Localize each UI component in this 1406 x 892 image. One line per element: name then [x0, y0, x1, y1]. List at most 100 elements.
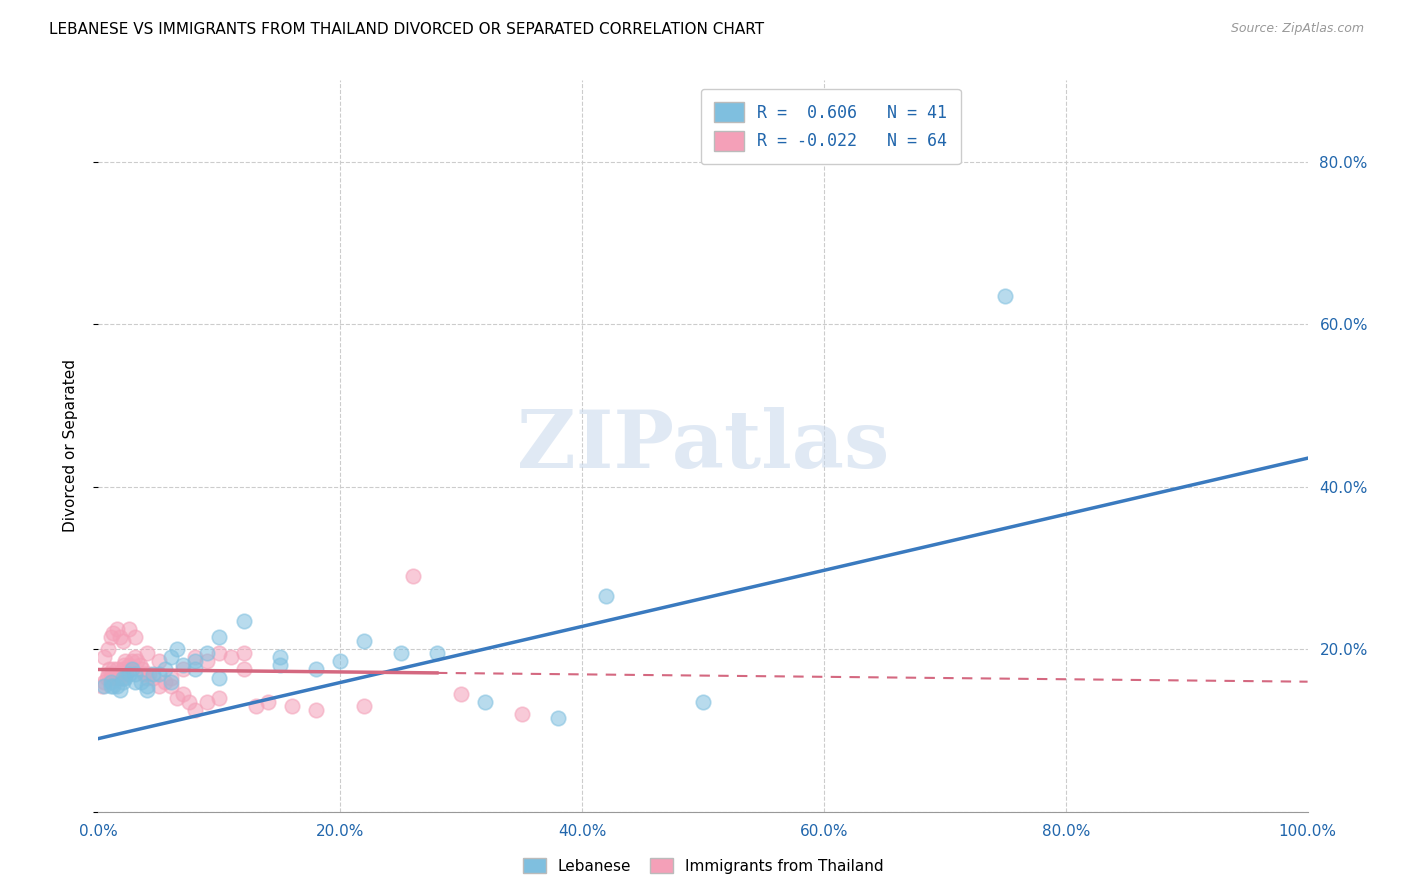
Point	[184, 650, 207, 665]
Point	[127, 654, 149, 668]
Point	[184, 663, 207, 677]
Point	[101, 679, 124, 693]
Point	[112, 658, 135, 673]
Point	[93, 679, 115, 693]
Point	[124, 674, 146, 689]
Point	[160, 679, 183, 693]
Point	[153, 663, 176, 677]
Point	[105, 622, 128, 636]
Point	[135, 679, 157, 693]
Point	[96, 671, 118, 685]
Point	[172, 687, 194, 701]
Point	[208, 646, 231, 660]
Point	[195, 695, 218, 709]
Point	[195, 654, 218, 668]
Point	[135, 671, 157, 685]
Point	[128, 658, 150, 673]
Point	[256, 695, 278, 709]
Point	[160, 674, 183, 689]
Point	[166, 690, 188, 705]
Legend: Lebanese, Immigrants from Thailand: Lebanese, Immigrants from Thailand	[516, 852, 890, 880]
Point	[195, 646, 218, 660]
Legend: R =  0.606   N = 41, R = -0.022   N = 64: R = 0.606 N = 41, R = -0.022 N = 64	[700, 88, 960, 164]
Point	[172, 663, 194, 677]
Point	[93, 650, 115, 665]
Point	[281, 699, 304, 714]
Point	[129, 674, 152, 689]
Point	[138, 666, 160, 681]
Point	[142, 671, 165, 685]
Y-axis label: Divorced or Separated: Divorced or Separated	[63, 359, 77, 533]
Point	[135, 646, 157, 660]
Point	[245, 699, 267, 714]
Point	[110, 671, 132, 685]
Point	[232, 646, 254, 660]
Point	[172, 658, 194, 673]
Point	[402, 569, 425, 583]
Point	[100, 674, 122, 689]
Point	[179, 695, 201, 709]
Point	[353, 634, 375, 648]
Point	[232, 614, 254, 628]
Point	[105, 679, 128, 693]
Point	[111, 663, 134, 677]
Point	[97, 666, 120, 681]
Point	[166, 642, 188, 657]
Text: Source: ZipAtlas.com: Source: ZipAtlas.com	[1230, 22, 1364, 36]
Point	[269, 658, 291, 673]
Point	[124, 666, 146, 681]
Point	[100, 671, 122, 685]
Point	[450, 687, 472, 701]
Point	[305, 703, 328, 717]
Point	[221, 650, 243, 665]
Point	[389, 646, 412, 660]
Point	[97, 642, 120, 657]
Point	[111, 634, 134, 648]
Point	[105, 663, 128, 677]
Point	[100, 666, 122, 681]
Point	[108, 682, 131, 697]
Point	[103, 671, 125, 685]
Point	[305, 663, 328, 677]
Point	[108, 666, 131, 681]
Point	[353, 699, 375, 714]
Point	[111, 671, 134, 685]
Point	[124, 630, 146, 644]
Point	[208, 671, 231, 685]
Point	[118, 663, 141, 677]
Point	[108, 630, 131, 644]
Point	[994, 288, 1017, 302]
Point	[100, 630, 122, 644]
Point	[595, 590, 617, 604]
Point	[426, 646, 449, 660]
Point	[134, 666, 156, 681]
Text: LEBANESE VS IMMIGRANTS FROM THAILAND DIVORCED OR SEPARATED CORRELATION CHART: LEBANESE VS IMMIGRANTS FROM THAILAND DIV…	[49, 22, 765, 37]
Point	[114, 671, 136, 685]
Text: ZIPatlas: ZIPatlas	[517, 407, 889, 485]
Point	[208, 630, 231, 644]
Point	[98, 663, 121, 677]
Point	[118, 658, 141, 673]
Point	[160, 671, 183, 685]
Point	[160, 650, 183, 665]
Point	[115, 666, 138, 681]
Point	[184, 654, 207, 668]
Point	[148, 666, 170, 681]
Point	[118, 622, 141, 636]
Point	[121, 663, 143, 677]
Point	[269, 650, 291, 665]
Point	[111, 674, 134, 689]
Point	[124, 650, 146, 665]
Point	[107, 671, 129, 685]
Point	[131, 663, 153, 677]
Point	[148, 654, 170, 668]
Point	[91, 679, 114, 693]
Point	[232, 663, 254, 677]
Point	[208, 690, 231, 705]
Point	[148, 679, 170, 693]
Point	[329, 654, 352, 668]
Point	[692, 695, 714, 709]
Point	[153, 674, 176, 689]
Point	[101, 626, 124, 640]
Point	[135, 682, 157, 697]
